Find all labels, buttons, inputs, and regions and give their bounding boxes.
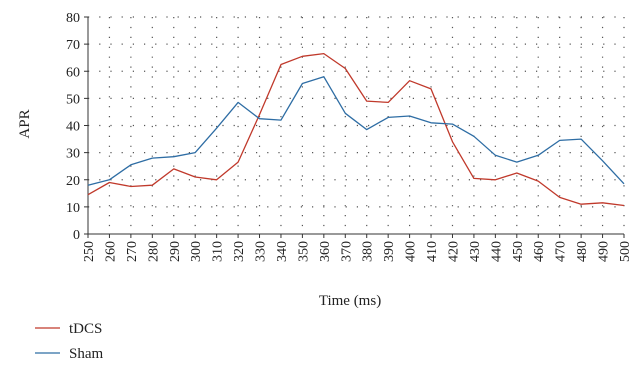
x-tick-label: 310 — [211, 241, 226, 262]
series-lines — [87, 52, 625, 207]
x-tick-label: 400 — [404, 241, 419, 262]
x-tick-label: 390 — [382, 241, 397, 262]
x-tick-label: 280 — [146, 241, 161, 262]
x-tick-label: 260 — [103, 241, 118, 262]
legend-label: tDCS — [69, 321, 102, 337]
x-tick-label: 420 — [446, 241, 461, 262]
y-tick-labels: 0 10 20 30 40 50 60 70 80 — [66, 11, 80, 243]
x-tick-label: 360 — [318, 241, 333, 262]
x-tick-label: 370 — [339, 241, 354, 262]
x-tick-label: 500 — [618, 241, 632, 262]
x-tick-label: 430 — [468, 241, 483, 262]
x-axis-title: Time (ms) — [319, 293, 381, 309]
x-tick-label: 330 — [254, 241, 269, 262]
x-tick-labels: 250 260 270 280 290 300 310 320 330 340 350 360 370 3… — [82, 241, 632, 262]
x-tick-label: 490 — [597, 241, 612, 262]
x-tick-label: 480 — [575, 241, 590, 262]
y-tick-label: 80 — [66, 11, 80, 26]
x-tick-label: 320 — [232, 241, 247, 262]
x-tick-label: 440 — [489, 241, 504, 262]
x-tick-label: 290 — [168, 241, 183, 262]
x-tick-label: 410 — [425, 241, 440, 262]
x-tick-label: 350 — [296, 241, 311, 262]
y-tick-label: 20 — [66, 174, 80, 189]
grid-dots — [88, 16, 625, 234]
x-tick-label: 340 — [275, 241, 290, 262]
y-tick-label: 10 — [66, 201, 80, 216]
legend-label: Sham — [69, 346, 104, 362]
x-tick-label: 470 — [554, 241, 569, 262]
legend: tDCS Sham — [35, 321, 104, 362]
x-tick-label: 450 — [511, 241, 526, 262]
y-tick-label: 0 — [73, 228, 80, 243]
x-tick-label: 270 — [125, 241, 140, 262]
y-tick-label: 30 — [66, 147, 80, 162]
x-tick-label: 300 — [189, 241, 204, 262]
x-tick-label: 460 — [532, 241, 547, 262]
series-line-tdcs — [87, 52, 625, 207]
y-axis-title: APR — [17, 109, 33, 138]
series-line-sham — [87, 76, 625, 186]
x-tick-label: 380 — [361, 241, 376, 262]
x-tick-label: 250 — [82, 241, 97, 262]
y-tick-label: 50 — [66, 92, 80, 107]
axes — [84, 16, 625, 238]
y-tick-label: 40 — [66, 120, 80, 135]
y-tick-label: 70 — [66, 38, 80, 53]
y-tick-label: 60 — [66, 65, 80, 80]
